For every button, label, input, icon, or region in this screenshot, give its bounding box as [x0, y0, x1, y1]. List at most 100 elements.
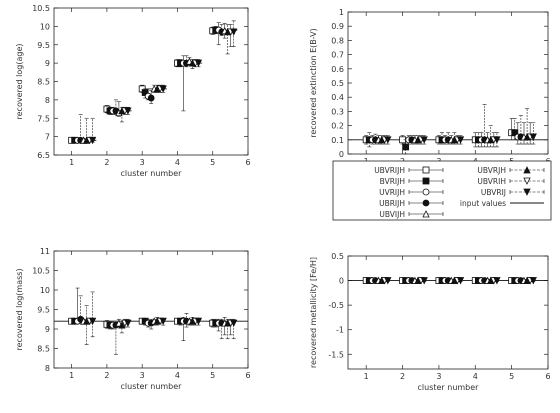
y-tick-label: -1 — [336, 326, 344, 335]
legend-marker — [523, 166, 531, 174]
legend-label: UBVRIH — [477, 177, 506, 186]
y-tick-label: 0.3 — [331, 107, 344, 116]
x-tick-label: 1 — [69, 371, 74, 380]
x-tick-label: 5 — [210, 158, 215, 167]
x-tick-label: 1 — [69, 158, 74, 167]
data-point — [118, 321, 126, 329]
data-point — [456, 136, 465, 144]
legend-label: UBVRIJ — [481, 188, 506, 197]
y-tick-label: 0.9 — [331, 22, 344, 31]
data-point — [124, 107, 132, 115]
x-tick-label: 1 — [364, 372, 369, 381]
series-UVRIJH — [74, 22, 223, 144]
data-point — [159, 85, 167, 93]
series-UBVIJH — [79, 316, 229, 336]
data-point — [420, 136, 428, 144]
legend-marker — [523, 177, 531, 185]
series-UBRIJH — [372, 104, 525, 148]
data-point — [384, 136, 392, 144]
y-tick-label: 0.8 — [331, 36, 344, 45]
plot-frame — [53, 250, 249, 369]
y-tick-label: 1 — [339, 8, 344, 17]
y-axis-label: recovered extinction E(B-V) — [309, 28, 318, 138]
x-tick-label: 6 — [245, 371, 250, 380]
data-point — [529, 277, 537, 285]
y-tick-label: 7 — [45, 133, 50, 142]
y-tick-label: 0.5 — [331, 252, 344, 261]
y-tick-label: 10 — [40, 22, 50, 31]
legend-label: UBVRJH — [477, 166, 506, 175]
x-tick-label: 5 — [509, 372, 514, 381]
series-UBVRIJ — [384, 277, 537, 285]
data-point — [88, 317, 97, 326]
data-point — [124, 319, 132, 328]
data-point — [402, 143, 410, 151]
y-axis-label: recovered log(age) — [15, 44, 24, 120]
y-tick-label: 0 — [339, 277, 344, 286]
data-point — [230, 319, 238, 328]
data-point — [194, 59, 203, 68]
y-tick-label: 9 — [45, 325, 50, 334]
series-UBVRIH — [85, 24, 235, 145]
y-tick-label: 0.7 — [331, 51, 344, 60]
legend-marker — [422, 210, 430, 218]
x-tick-label: 4 — [175, 158, 180, 167]
y-tick-label: 10.5 — [32, 267, 50, 276]
y-tick-label: -1.5 — [328, 350, 344, 359]
legend: UBVRIJH BVRIJH UVRIJH UBRIJH UBVIJH UBVRJH UBV… — [332, 160, 552, 221]
chart-panel-1: 1 2 3 4 5 6 6.5 7 7.5 8 8.5 9 9.5 10 10.5 cluster numbe… — [15, 4, 251, 178]
y-tick-label: 8.5 — [37, 78, 50, 87]
x-tick-label: 3 — [140, 371, 145, 380]
x-tick-label: 6 — [245, 158, 250, 167]
y-tick-label: 0.2 — [331, 122, 344, 131]
legend-marker — [422, 199, 430, 207]
series-UBRIJH — [77, 24, 226, 144]
x-tick-label: 2 — [104, 371, 109, 380]
data-point — [159, 317, 167, 326]
x-tick-label: 6 — [545, 372, 550, 381]
y-tick-label: 7.5 — [37, 114, 50, 123]
chart-panel-2: 12345600.10.20.30.40.50.60.70.80.91clust… — [309, 8, 551, 177]
y-tick-label: 8 — [45, 96, 50, 105]
y-tick-label: 9 — [45, 59, 50, 68]
y-tick-label: 11 — [40, 247, 50, 256]
data-point — [230, 28, 238, 36]
data-point — [384, 277, 392, 285]
data-point — [529, 133, 537, 141]
series-UBVRIJ — [88, 20, 238, 145]
series-UBRIJH — [77, 295, 226, 355]
data-point — [456, 277, 465, 285]
y-tick-label: 8.5 — [37, 345, 50, 354]
y-tick-label: 10 — [40, 286, 50, 295]
legend-label: UBVIJH — [379, 210, 405, 219]
data-point — [88, 136, 97, 145]
y-tick-label: 0 — [339, 150, 344, 159]
series-BVRIJH — [71, 26, 220, 144]
legend-label: UBVRIJH — [374, 166, 405, 175]
y-axis-label: recovered log(mass) — [15, 268, 24, 350]
y-tick-label: 10.5 — [32, 4, 50, 13]
x-axis-label: cluster number — [121, 382, 183, 391]
y-tick-label: 9.5 — [37, 41, 50, 50]
legend-label: BVRIJH — [380, 177, 405, 186]
x-axis-label: cluster number — [418, 383, 480, 392]
x-tick-label: 3 — [436, 372, 441, 381]
series-UBVRJH — [82, 24, 232, 144]
legend-label: input values — [460, 199, 506, 208]
chart-panel-4: 1 2 3 4 5 6 -1.5 -1 -0.5 0 0.5 cluster number recove… — [309, 252, 551, 392]
legend-marker — [422, 177, 430, 185]
series-UBVIJH — [374, 122, 528, 148]
y-tick-label: 0.6 — [331, 65, 344, 74]
y-tick-label: -0.5 — [328, 301, 344, 310]
y-tick-label: 0.5 — [331, 79, 344, 88]
y-tick-label: 0.1 — [331, 136, 344, 145]
legend-marker — [422, 188, 430, 196]
data-point — [493, 136, 501, 144]
legend-marker — [422, 166, 430, 174]
legend-box — [332, 160, 552, 221]
data-point — [194, 317, 203, 326]
x-tick-label: 3 — [140, 158, 145, 167]
x-axis-label: cluster number — [121, 169, 183, 178]
series-BVRIJH — [365, 118, 519, 155]
